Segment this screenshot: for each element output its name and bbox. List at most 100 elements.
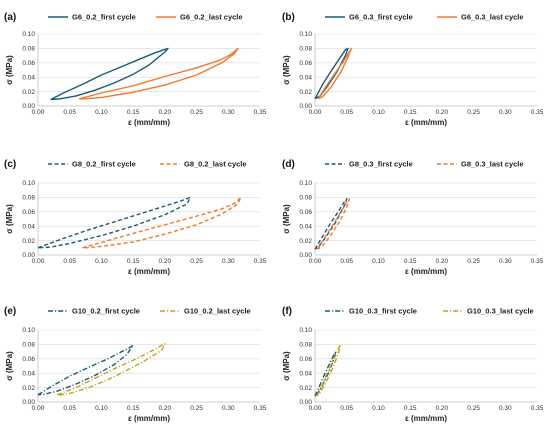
y-tick-label: 0.10 bbox=[22, 180, 35, 187]
x-tick-label: 0.05 bbox=[63, 109, 76, 116]
x-tick-label: 0.20 bbox=[159, 109, 172, 116]
panel-label: (e) bbox=[4, 306, 16, 317]
y-tick-label: 0.10 bbox=[299, 180, 312, 187]
x-tick-label: 0.20 bbox=[436, 258, 449, 265]
y-axis-label: σ (MPa) bbox=[5, 351, 14, 381]
x-tick-label: 0.15 bbox=[127, 109, 140, 116]
x-tick-label: 0.25 bbox=[467, 109, 480, 116]
x-tick-label: 0.25 bbox=[190, 405, 203, 412]
x-axis-label: ε (mm/mm) bbox=[128, 267, 170, 276]
y-tick-label: 0.02 bbox=[299, 238, 312, 245]
x-tick-label: 0.00 bbox=[309, 109, 322, 116]
y-axis-label: σ (MPa) bbox=[5, 55, 14, 85]
y-tick-label: 0.08 bbox=[299, 342, 312, 349]
x-axis-label: ε (mm/mm) bbox=[405, 118, 447, 127]
x-tick-label: 0.10 bbox=[372, 258, 385, 265]
x-tick-label: 0.25 bbox=[467, 258, 480, 265]
x-tick-label: 0.35 bbox=[254, 258, 267, 265]
x-tick-label: 0.20 bbox=[159, 405, 172, 412]
y-tick-label: 0.02 bbox=[299, 89, 312, 96]
x-tick-label: 0.00 bbox=[309, 258, 322, 265]
x-tick-label: 0.30 bbox=[499, 109, 512, 116]
x-tick-label: 0.30 bbox=[222, 258, 235, 265]
x-tick-label: 0.10 bbox=[372, 109, 385, 116]
x-axis-label: ε (mm/mm) bbox=[405, 414, 447, 423]
series-line bbox=[317, 47, 352, 100]
series-line bbox=[79, 47, 239, 100]
legend-entry: G10_0.2_last cycle bbox=[184, 307, 251, 316]
series-line bbox=[50, 47, 169, 101]
x-tick-label: 0.30 bbox=[222, 405, 235, 412]
y-tick-label: 0.06 bbox=[22, 209, 35, 216]
y-tick-label: 0.08 bbox=[22, 46, 35, 53]
panel-label: (d) bbox=[282, 159, 295, 170]
x-tick-label: 0.20 bbox=[436, 405, 449, 412]
x-tick-label: 0.05 bbox=[340, 109, 353, 116]
x-tick-label: 0.30 bbox=[499, 405, 512, 412]
legend-entry: G10_0.3_last cycle bbox=[467, 307, 534, 316]
x-tick-label: 0.35 bbox=[531, 109, 544, 116]
y-tick-label: 0.02 bbox=[299, 385, 312, 392]
panel-label: (f) bbox=[282, 306, 292, 317]
y-tick-label: 0.06 bbox=[22, 356, 35, 363]
chart-panel: 0.00 0.02 0.04 0.06 0.08 0.10 0.00 0.05 0.10 0.15… bbox=[282, 159, 544, 276]
y-tick-label: 0.10 bbox=[22, 31, 35, 38]
y-axis-label: σ (MPa) bbox=[282, 204, 291, 234]
series-line bbox=[314, 350, 337, 397]
x-tick-label: 0.15 bbox=[404, 258, 417, 265]
x-tick-label: 0.30 bbox=[499, 258, 512, 265]
x-tick-label: 0.25 bbox=[467, 405, 480, 412]
x-axis-label: ε (mm/mm) bbox=[128, 414, 170, 423]
legend-entry: G6_0.2_first cycle bbox=[72, 13, 136, 22]
y-tick-label: 0.08 bbox=[299, 46, 312, 53]
x-tick-label: 0.35 bbox=[254, 109, 267, 116]
series-line bbox=[314, 198, 348, 250]
x-tick-label: 0.20 bbox=[436, 109, 449, 116]
series-line bbox=[82, 196, 242, 249]
y-tick-label: 0.00 bbox=[22, 399, 35, 406]
legend-entry: G6_0.2_last cycle bbox=[180, 13, 243, 22]
y-tick-label: 0.00 bbox=[299, 103, 312, 110]
legend-entry: G8_0.3_last cycle bbox=[461, 160, 524, 169]
y-tick-label: 0.00 bbox=[22, 252, 35, 259]
x-tick-label: 0.25 bbox=[190, 258, 203, 265]
y-tick-label: 0.00 bbox=[299, 399, 312, 406]
series-line bbox=[37, 344, 134, 396]
x-axis-label: ε (mm/mm) bbox=[405, 267, 447, 276]
x-tick-label: 0.35 bbox=[531, 258, 544, 265]
x-tick-label: 0.30 bbox=[222, 109, 235, 116]
y-tick-label: 0.08 bbox=[22, 195, 35, 202]
x-tick-label: 0.10 bbox=[95, 258, 108, 265]
legend-entry: G10_0.3_first cycle bbox=[349, 307, 417, 316]
x-axis-label: ε (mm/mm) bbox=[128, 118, 170, 127]
y-tick-label: 0.00 bbox=[299, 252, 312, 259]
y-tick-label: 0.04 bbox=[22, 370, 35, 377]
x-tick-label: 0.05 bbox=[340, 258, 353, 265]
x-tick-label: 0.05 bbox=[63, 405, 76, 412]
y-axis-label: σ (MPa) bbox=[282, 351, 291, 381]
x-tick-label: 0.00 bbox=[32, 258, 45, 265]
y-tick-label: 0.06 bbox=[299, 60, 312, 67]
y-tick-label: 0.04 bbox=[299, 223, 312, 230]
series-line bbox=[316, 343, 342, 397]
y-tick-label: 0.04 bbox=[299, 370, 312, 377]
x-tick-label: 0.15 bbox=[404, 109, 417, 116]
legend-entry: G8_0.3_first cycle bbox=[349, 160, 413, 169]
y-tick-label: 0.04 bbox=[299, 74, 312, 81]
series-line bbox=[37, 196, 191, 249]
y-axis-label: σ (MPa) bbox=[282, 55, 291, 85]
y-axis-label: σ (MPa) bbox=[5, 204, 14, 234]
y-tick-label: 0.10 bbox=[299, 327, 312, 334]
y-tick-label: 0.06 bbox=[22, 60, 35, 67]
chart-panel: 0.00 0.02 0.04 0.06 0.08 0.10 0.00 0.05 0.10 0.15… bbox=[282, 12, 544, 127]
y-tick-label: 0.06 bbox=[299, 209, 312, 216]
legend-entry: G8_0.2_first cycle bbox=[72, 160, 136, 169]
x-tick-label: 0.10 bbox=[95, 405, 108, 412]
x-tick-label: 0.15 bbox=[404, 405, 417, 412]
legend-entry: G8_0.2_last cycle bbox=[184, 160, 247, 169]
chart-panel: 0.00 0.02 0.04 0.06 0.08 0.10 0.00 0.05 0.10 0.15… bbox=[282, 306, 544, 423]
series-line bbox=[56, 343, 166, 396]
x-tick-label: 0.10 bbox=[95, 109, 108, 116]
y-tick-label: 0.10 bbox=[22, 327, 35, 334]
